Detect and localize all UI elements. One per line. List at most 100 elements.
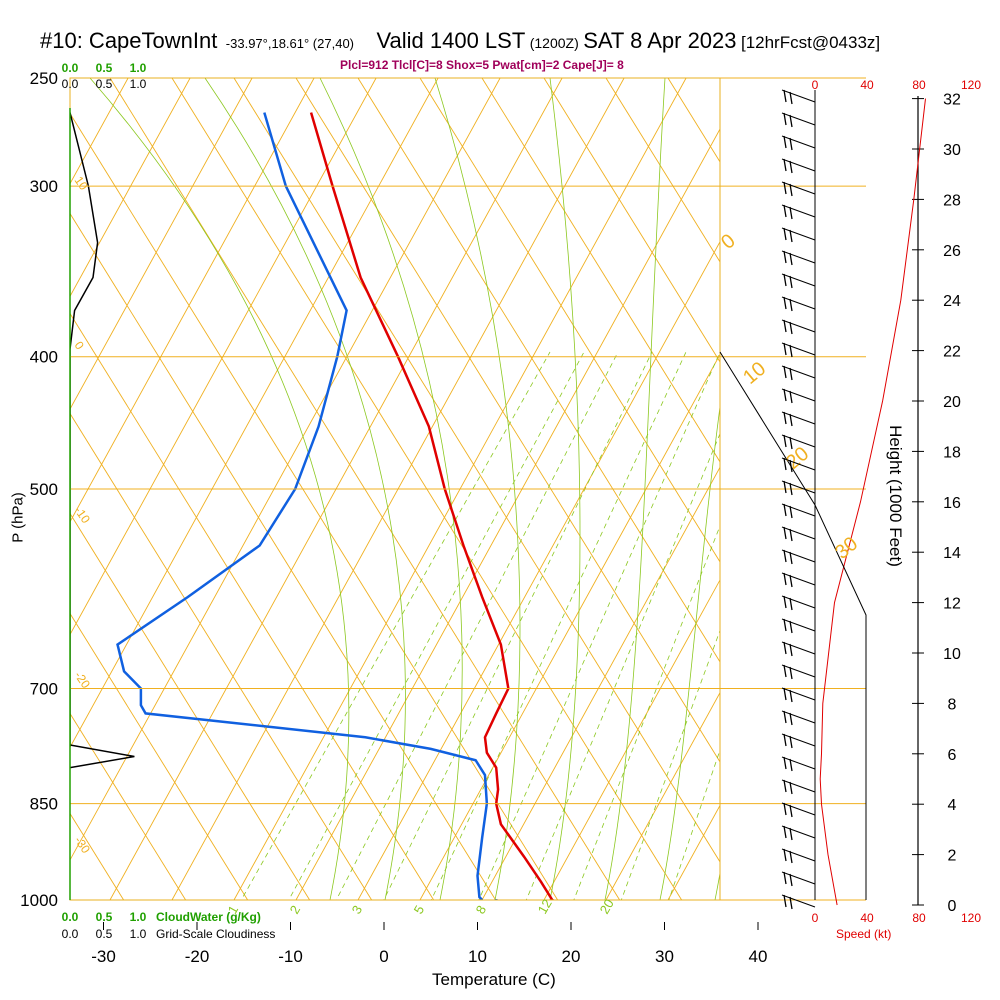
wind-barb: [781, 89, 816, 105]
wind-barb: [781, 457, 816, 473]
barb-flag: [783, 871, 787, 885]
isotherm-line: [70, 78, 191, 298]
wind-barb: [781, 894, 816, 910]
valid-label: Valid 1400 LST: [376, 28, 526, 53]
height-tick-label: 4: [948, 797, 957, 814]
barb-staff: [781, 411, 816, 425]
wind-barb: [781, 848, 816, 864]
x-axis-title: Temperature (C): [432, 970, 556, 989]
dry-adiabat-line: [70, 512, 311, 900]
barb-flag: [783, 503, 787, 517]
cloud-scale-tick: 0.0: [62, 61, 79, 75]
wind-barb: [781, 733, 816, 749]
y-axis-title: P (hPa): [9, 492, 27, 543]
barb-flag: [789, 689, 793, 703]
dry-adiabat-line: [481, 78, 720, 463]
cloud-scale-tick: 1.0: [130, 77, 147, 91]
wind-barb: [781, 549, 816, 565]
barb-flag: [789, 137, 793, 151]
mixing-ratio-line: [478, 351, 720, 900]
wind-barb: [781, 618, 816, 634]
isotherm-line: [543, 579, 720, 900]
barb-flag: [789, 620, 793, 634]
barb-staff: [781, 549, 816, 563]
barb-flag: [783, 250, 787, 264]
barb-flag: [789, 528, 793, 542]
barb-staff: [781, 365, 816, 379]
wind-barb: [781, 802, 816, 818]
barb-flag: [783, 825, 787, 839]
moist-adiabat-line: [604, 78, 666, 900]
barb-flag: [783, 848, 787, 862]
speed-tick-bottom: 40: [860, 911, 874, 925]
barb-flag: [789, 367, 793, 381]
barb-flag: [789, 597, 793, 611]
barb-staff: [781, 457, 816, 471]
barb-staff: [781, 733, 816, 747]
wind-barb: [781, 135, 816, 151]
barb-staff: [781, 664, 816, 678]
zulu-label: (1200Z): [529, 35, 579, 51]
wind-barb: [781, 572, 816, 588]
barb-flag: [789, 114, 793, 128]
barb-staff: [781, 89, 816, 103]
cloudiness-label: Grid-Scale Cloudiness: [156, 927, 276, 941]
pressure-tick-label: 700: [30, 680, 58, 699]
mixing-ratio-line: [668, 748, 720, 900]
barb-flag: [783, 894, 787, 908]
barb-flag: [783, 595, 787, 609]
barb-flag: [789, 482, 793, 496]
wind-barb: [781, 273, 816, 289]
cloud-scale-tick: 0.5: [96, 77, 113, 91]
barb-staff: [781, 595, 816, 609]
barb-staff: [781, 319, 816, 333]
pressure-tick-label: 400: [30, 348, 58, 367]
isotherm-line: [70, 78, 253, 411]
barb-flag: [789, 873, 793, 887]
barb-flag: [789, 459, 793, 473]
speed-axis-title: Speed (kt): [836, 927, 892, 941]
barb-staff: [781, 618, 816, 632]
mixing-ratio-line: [383, 351, 653, 900]
moist-adiabat-line: [659, 403, 720, 900]
height-tick-label: 18: [943, 444, 961, 461]
isotherm-line: [605, 691, 720, 900]
barb-flag: [789, 551, 793, 565]
barb-flag: [789, 91, 793, 105]
barb-staff: [781, 710, 816, 724]
mixing-ratio-line: [240, 351, 551, 900]
height-tick-label: 16: [943, 495, 961, 512]
boundary-line: [719, 351, 867, 900]
dry-adiabat-line: [70, 612, 249, 900]
barb-flag: [789, 735, 793, 749]
barb-flag: [783, 572, 787, 586]
barb-flag: [789, 390, 793, 404]
cloud-scale-tick: 0.5: [96, 910, 113, 924]
barb-flag: [783, 388, 787, 402]
barb-staff: [781, 342, 816, 356]
barb-flag: [783, 434, 787, 448]
barb-flag: [789, 574, 793, 588]
barb-flag: [789, 275, 793, 289]
barb-flag: [783, 526, 787, 540]
height-tick-label: 12: [943, 596, 961, 613]
mixing-ratio-label: 12: [535, 896, 555, 916]
height-tick-label: 0: [948, 898, 957, 915]
barb-staff: [781, 802, 816, 816]
wind-barbs: [781, 89, 816, 910]
pressure-tick-label: 1000: [20, 891, 58, 910]
barb-staff: [781, 641, 816, 655]
barb-flag: [783, 756, 787, 770]
barb-flag: [783, 365, 787, 379]
cloud-scale-tick: 0.0: [62, 910, 79, 924]
barb-staff: [781, 572, 816, 586]
barb-flag: [783, 779, 787, 793]
barb-flag: [783, 135, 787, 149]
chart-header: #10: CapeTownInt -33.97°,18.61° (27,40) …: [40, 28, 880, 54]
wind-barb: [781, 112, 816, 128]
barb-flag: [789, 804, 793, 818]
barb-flag: [789, 643, 793, 657]
barb-staff: [781, 227, 816, 241]
barb-flag: [783, 112, 787, 126]
pressure-tick-label: 850: [30, 795, 58, 814]
